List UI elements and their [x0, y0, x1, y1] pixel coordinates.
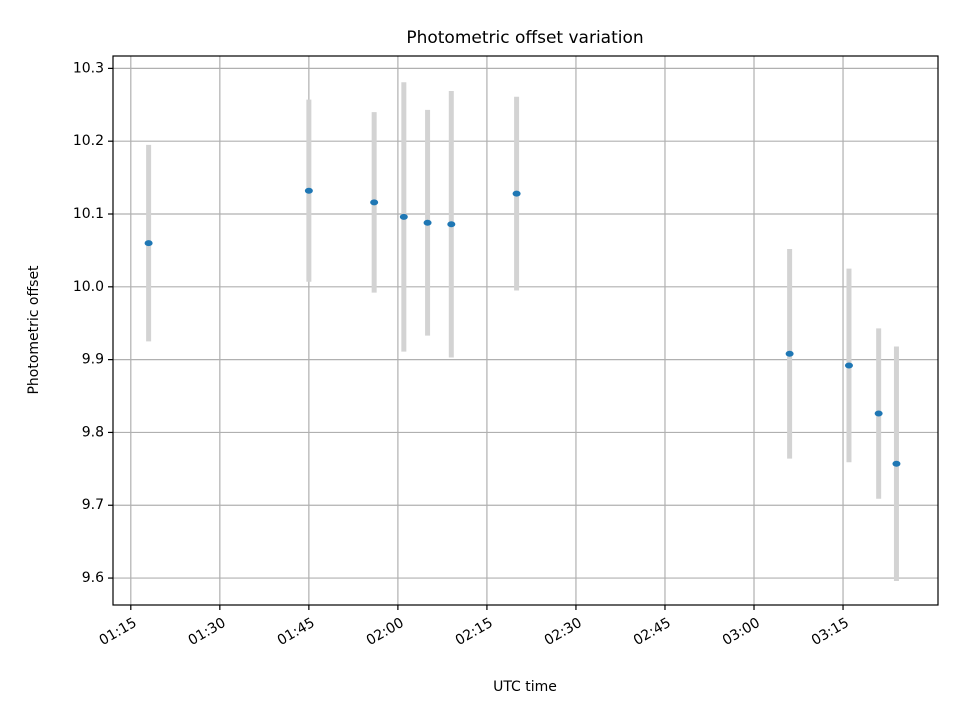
y-tick-label: 10.0 — [73, 279, 104, 295]
data-point — [144, 240, 153, 247]
y-tick-label: 9.6 — [82, 570, 104, 586]
data-point — [370, 199, 379, 206]
data-point — [844, 362, 853, 369]
data-point — [874, 410, 883, 417]
y-tick-label: 9.8 — [82, 424, 104, 440]
y-tick-label: 9.7 — [82, 497, 104, 513]
data-point — [423, 219, 432, 226]
data-point — [785, 350, 794, 357]
data-point — [304, 187, 313, 194]
y-tick-label: 10.3 — [73, 60, 104, 76]
data-point — [512, 190, 521, 197]
chart-title: Photometric offset variation — [406, 28, 643, 48]
y-tick-label: 10.2 — [73, 133, 104, 149]
axes-frame — [112, 55, 939, 606]
data-points — [144, 187, 901, 467]
y-axis-label: Photometric offset — [26, 265, 42, 395]
y-tick-label: 9.9 — [82, 352, 104, 368]
y-tick-label: 10.1 — [73, 206, 104, 222]
data-point — [447, 221, 456, 228]
data-point — [892, 460, 901, 467]
y-axis-ticks: 9.6 9.7 9.8 9.9 10.0 10.1 10.2 10.3 — [73, 60, 113, 586]
data-point — [399, 213, 408, 220]
x-axis-label: UTC time — [493, 679, 557, 695]
